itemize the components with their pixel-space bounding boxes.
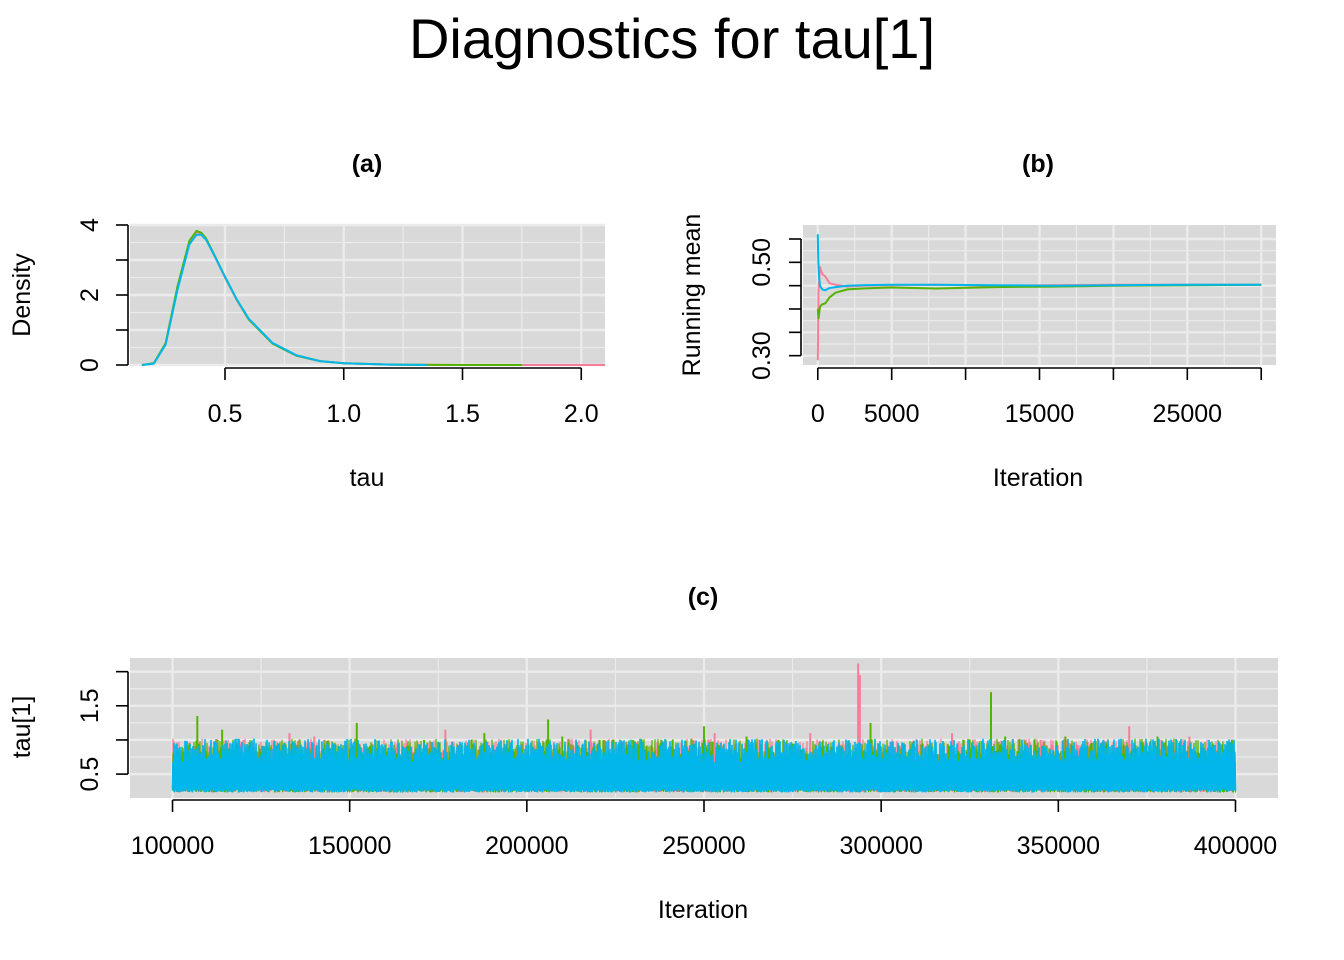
panel-b-x-tick-label: 25000 — [1153, 400, 1223, 428]
panel-b: (b) 0 5000 15000 25000 0.30 0.50 Iteration Ru… — [678, 150, 1276, 492]
panel-a-x-tick-label: 2.0 — [564, 400, 599, 428]
panel-c: (c) 100000 150000 200000 250000 300000 350000… — [8, 583, 1278, 924]
panel-c-x-tick-label: 350000 — [1017, 832, 1100, 860]
panel-c-title: (c) — [688, 583, 719, 611]
panel-a-x-tick-label: 0.5 — [208, 400, 243, 428]
panel-c-axes: 100000 150000 200000 250000 300000 350000 4000… — [76, 670, 1277, 860]
panel-a-y-tick-label: 4 — [76, 218, 104, 232]
panel-b-x-tick-label: 5000 — [864, 400, 920, 428]
panel-c-xlabel: Iteration — [658, 896, 748, 924]
panel-a-x-tick-label: 1.0 — [326, 400, 361, 428]
panel-c-x-tick-label: 200000 — [485, 832, 568, 860]
panel-c-x-tick-label: 100000 — [131, 832, 214, 860]
panel-c-x-tick-label: 150000 — [308, 832, 391, 860]
figure-title: Diagnostics for tau[1] — [409, 7, 935, 70]
panel-c-x-tick-label: 400000 — [1194, 832, 1277, 860]
panel-b-x-tick-label: 15000 — [1005, 400, 1075, 428]
panel-a-y-tick-label: 0 — [76, 358, 104, 372]
panel-a-title: (a) — [352, 150, 383, 178]
panel-a-grid — [130, 223, 605, 367]
panel-a-x-tick-label: 1.5 — [445, 400, 480, 428]
panel-b-grid — [803, 225, 1276, 365]
panel-c-y-tick-label: 0.5 — [76, 757, 104, 792]
panel-c-x-tick-label: 250000 — [662, 832, 745, 860]
panel-b-ylabel: Running mean — [678, 214, 706, 377]
panel-b-series-3 — [816, 234, 1262, 292]
panel-b-xlabel: Iteration — [993, 464, 1083, 492]
panel-c-series-3-core — [172, 765, 1236, 788]
panel-c-series-layer — [171, 663, 1237, 793]
panel-b-y-tick-label: 0.30 — [748, 331, 776, 380]
panel-a-series-3 — [141, 233, 427, 366]
panel-a-y-tick-label: 2 — [76, 288, 104, 302]
panel-b-y-tick-label: 0.50 — [748, 238, 776, 287]
panel-a-axes: 0.5 1.0 1.5 2.0 0 2 4 — [76, 218, 599, 428]
panel-a: (a) 0.5 1.0 1.5 2.0 0 2 4 tau Density — [8, 150, 605, 492]
panel-c-y-tick-label: 1.5 — [76, 688, 104, 723]
panel-a-series-layer — [141, 229, 605, 366]
panel-a-xlabel: tau — [350, 464, 385, 492]
panel-c-x-tick-label: 300000 — [839, 832, 922, 860]
panel-b-title: (b) — [1022, 150, 1054, 178]
panel-b-axes: 0 5000 15000 25000 0.30 0.50 — [748, 238, 1263, 428]
panel-c-ylabel: tau[1] — [8, 696, 36, 759]
panel-b-series-layer — [816, 234, 1262, 361]
panel-b-x-tick-label: 0 — [811, 400, 825, 428]
panel-a-ylabel: Density — [8, 253, 36, 337]
